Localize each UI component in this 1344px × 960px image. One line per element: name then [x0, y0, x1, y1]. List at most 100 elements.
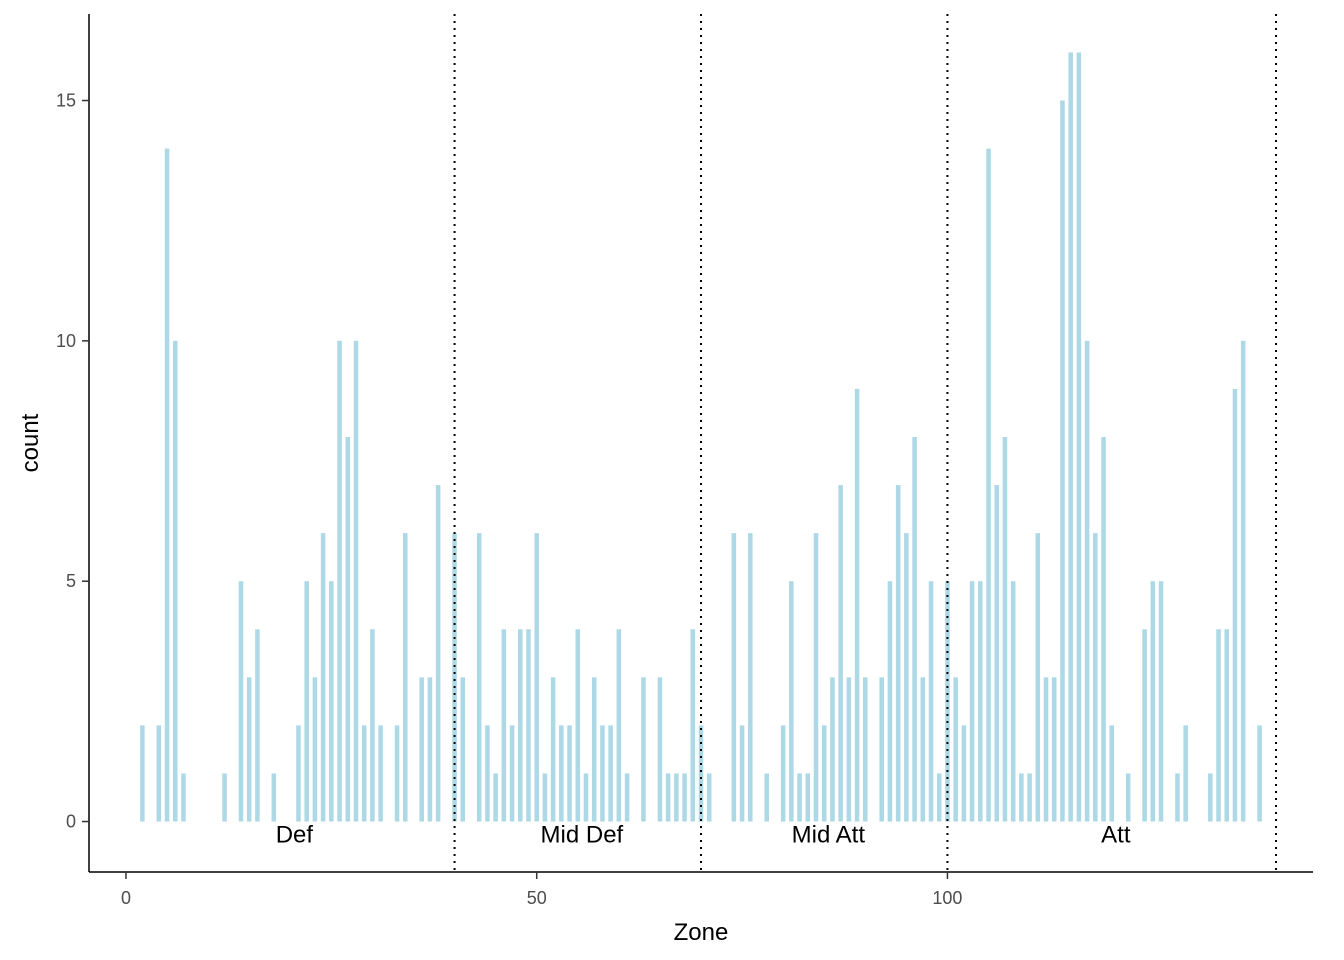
histogram-bar — [337, 340, 342, 822]
zone-labels-group: Def Mid Def Mid Att Att — [276, 822, 1131, 849]
histogram-bar — [1093, 533, 1098, 822]
histogram-bar — [435, 485, 441, 822]
histogram-bar — [518, 629, 523, 822]
histogram-bar — [1224, 629, 1230, 822]
histogram-bar — [608, 725, 613, 822]
histogram-bar — [427, 677, 433, 822]
histogram-bar — [140, 725, 145, 822]
histogram-bar — [797, 773, 802, 822]
histogram-bar — [690, 629, 696, 822]
histogram-bar — [591, 677, 597, 822]
axes-group: 0 5 10 15 0 50 100 — [56, 14, 1313, 908]
histogram-bar — [854, 388, 860, 822]
histogram-bar — [296, 725, 301, 822]
histogram-bar — [912, 436, 917, 822]
y-axis-title: count — [17, 413, 44, 472]
histogram-bar — [1257, 725, 1262, 822]
y-axis-ticks: 0 5 10 15 — [56, 91, 89, 832]
histogram-bar — [698, 725, 704, 822]
histogram-bar — [419, 677, 424, 822]
y-tick-label: 10 — [56, 331, 76, 351]
histogram-bar — [674, 773, 679, 822]
histogram-bar — [222, 773, 227, 822]
y-tick-label: 15 — [56, 91, 76, 111]
histogram-bar — [657, 677, 663, 822]
histogram-bar — [830, 677, 835, 822]
histogram-bar — [904, 533, 909, 822]
histogram-bar — [353, 340, 359, 822]
histogram-bar — [838, 485, 843, 822]
histogram-bar — [550, 677, 556, 822]
histogram-bar — [821, 725, 827, 822]
histogram-bar — [706, 773, 712, 822]
histogram-bar — [394, 725, 400, 822]
histogram-bar — [920, 677, 926, 822]
x-tick-label: 100 — [932, 888, 962, 908]
zone-label: Mid Def — [541, 822, 624, 849]
histogram-bar — [780, 725, 786, 822]
x-tick-label: 0 — [121, 888, 131, 908]
histogram-bar — [969, 581, 975, 822]
histogram-bar — [246, 677, 252, 822]
histogram-bar — [485, 725, 490, 822]
histogram-bar — [1240, 340, 1246, 822]
histogram-bar — [1051, 677, 1057, 822]
histogram-bar — [961, 725, 967, 822]
histogram-bar — [493, 773, 498, 822]
histogram-bar — [1183, 725, 1188, 822]
histogram-bar — [624, 773, 630, 822]
histogram-bar — [1010, 581, 1016, 822]
histogram-bar — [1142, 629, 1147, 822]
histogram-bar — [238, 581, 244, 822]
histogram-bar — [1208, 773, 1213, 822]
histogram-bar — [476, 533, 482, 822]
histogram-bar — [304, 581, 309, 822]
histogram-bar — [1043, 677, 1049, 822]
histogram-bar — [953, 677, 958, 822]
histogram-bar — [887, 581, 893, 822]
histogram-bar — [271, 773, 277, 822]
histogram-bar — [1158, 581, 1164, 822]
histogram-bar — [813, 533, 819, 822]
histogram-bar — [181, 773, 186, 822]
histogram-bar — [1109, 725, 1114, 822]
histogram-bar — [739, 725, 745, 822]
histogram-bar — [764, 773, 769, 822]
histogram-bar — [559, 725, 564, 822]
histogram-bar — [863, 677, 868, 822]
histogram-bar — [452, 533, 457, 822]
histogram-bar — [403, 533, 408, 822]
histogram-bar — [616, 629, 622, 822]
histogram-bar — [895, 485, 901, 822]
histogram-bar — [329, 581, 334, 822]
histogram-bar — [575, 629, 581, 822]
y-tick-label: 0 — [66, 812, 76, 832]
histogram-bar — [805, 773, 811, 822]
histogram-bar — [641, 677, 646, 822]
histogram-bar — [526, 629, 531, 822]
histogram-bar — [1101, 436, 1106, 822]
histogram-bar — [846, 677, 852, 822]
zone-label: Mid Att — [792, 822, 866, 849]
histogram-bar — [255, 629, 260, 822]
histogram-bar — [320, 533, 326, 822]
histogram-bar — [1232, 388, 1238, 822]
histogram-bar — [312, 677, 318, 822]
histogram-bar — [1060, 100, 1065, 822]
histogram-bar — [1175, 773, 1180, 822]
histogram-bar — [936, 773, 942, 822]
histogram-bar — [460, 677, 466, 822]
zone-boundary-lines — [453, 14, 1278, 872]
histogram-bar — [534, 533, 539, 822]
histogram-bar — [509, 725, 515, 822]
histogram-bar — [156, 725, 162, 822]
histogram-bar — [542, 773, 548, 822]
histogram-bar — [748, 533, 753, 822]
histogram-bar — [164, 148, 170, 822]
x-axis-ticks: 0 50 100 — [121, 872, 962, 908]
histogram-bar — [682, 773, 687, 822]
histogram-bar — [1084, 340, 1090, 822]
zone-label: Att — [1101, 822, 1131, 849]
histogram-bar — [600, 725, 605, 822]
